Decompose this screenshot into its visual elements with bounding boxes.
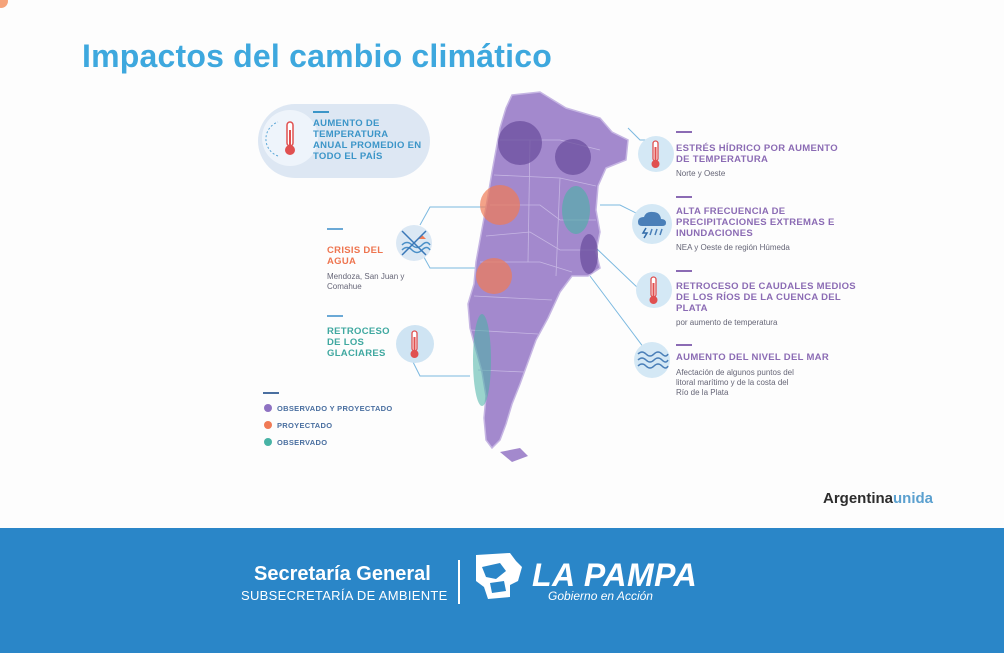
thermometer-icon <box>410 330 419 358</box>
water-crossed-icon <box>401 230 431 256</box>
legend-dot-observed <box>264 438 272 446</box>
callout-accent-line <box>313 111 329 113</box>
caudales-title: RETROCESO DE CAUDALES MEDIOS DE LOS RÍOS… <box>676 281 856 314</box>
footer-title: Secretaría General <box>254 563 431 585</box>
estres-hidrico-title: ESTRÉS HÍDRICO POR AUMENTO DE TEMPERATUR… <box>676 143 838 165</box>
zone-observed <box>473 314 491 406</box>
thermometer-icon <box>651 140 660 168</box>
nivel-mar-title: AUMENTO DEL NIVEL DEL MAR <box>676 352 830 363</box>
precipitaciones-detail: NEA y Oeste de región Húmeda <box>676 243 790 252</box>
glaciares-title: RETROCESO DE LOS GLACIARES <box>327 326 390 359</box>
accent-line <box>327 228 343 230</box>
legend-dot-observed-projected <box>264 404 272 412</box>
estres-hidrico-detail: Norte y Oeste <box>676 169 726 178</box>
thermometer-icon-badge <box>396 325 434 363</box>
la-pampa-logo-subtitle: Gobierno en Acción <box>548 589 653 603</box>
connector-line <box>411 359 470 377</box>
precipitaciones-title: ALTA FRECUENCIA DE PRECIPITACIONES EXTRE… <box>676 206 835 239</box>
thermometer-icon <box>649 276 658 304</box>
argentina-map <box>411 91 660 462</box>
zone-observed-projected <box>555 139 591 175</box>
la-pampa-emblem-icon <box>476 553 522 599</box>
tierra-del-fuego <box>500 448 528 462</box>
storm-cloud-icon-badge <box>632 204 672 244</box>
accent-line <box>327 315 343 317</box>
zone-observed <box>562 186 590 234</box>
nivel-mar-detail: Afectación de algunos puntos del litoral… <box>676 368 794 397</box>
accent-line <box>676 344 692 346</box>
thermometer-icon-badge <box>262 110 318 166</box>
accent-line <box>676 131 692 133</box>
crisis-agua-detail: Mendoza, San Juan y Comahue <box>327 272 405 291</box>
accent-line <box>676 270 692 272</box>
zone-observed-projected <box>498 121 542 165</box>
zone-projected <box>476 258 512 294</box>
caudales-detail: por aumento de temperatura <box>676 318 778 327</box>
footer-divider <box>458 560 460 604</box>
water-crossed-icon-badge <box>396 225 432 261</box>
zone-observed-projected <box>580 234 598 274</box>
brand-main: Argentina <box>823 490 894 507</box>
waves-icon <box>637 351 669 369</box>
zone-projected <box>480 185 520 225</box>
legend-label: PROYECTADO <box>277 421 333 430</box>
legend-accent-line <box>263 392 279 394</box>
brand-accent: unida <box>893 490 934 507</box>
argentina-outline <box>467 91 629 450</box>
slide-title: Impactos del cambio climático <box>82 38 552 74</box>
argentina-unida-logo: Argentinaunida <box>823 490 933 507</box>
presentation-slide: Impactos del cambio climático <box>0 0 934 507</box>
footer-subtitle: SUBSECRETARÍA DE AMBIENTE <box>241 588 448 603</box>
thermometer-icon-badge <box>638 136 674 172</box>
accent-line <box>676 196 692 198</box>
storm-cloud-icon <box>638 211 666 239</box>
waves-icon-badge <box>634 342 670 378</box>
thermometer-icon <box>265 121 295 157</box>
legend-label: OBSERVADO <box>277 438 328 447</box>
callout-text: AUMENTO DE TEMPERATURA ANUAL PROMEDIO EN… <box>313 118 422 162</box>
corner-dot <box>0 0 8 8</box>
crisis-agua-title: CRISIS DEL AGUA <box>327 245 384 267</box>
legend-label: OBSERVADO Y PROYECTADO <box>277 404 393 413</box>
legend-dot-projected <box>264 421 272 429</box>
thermometer-icon-badge <box>636 272 672 308</box>
la-pampa-logo-title: LA PAMPA <box>532 557 698 593</box>
